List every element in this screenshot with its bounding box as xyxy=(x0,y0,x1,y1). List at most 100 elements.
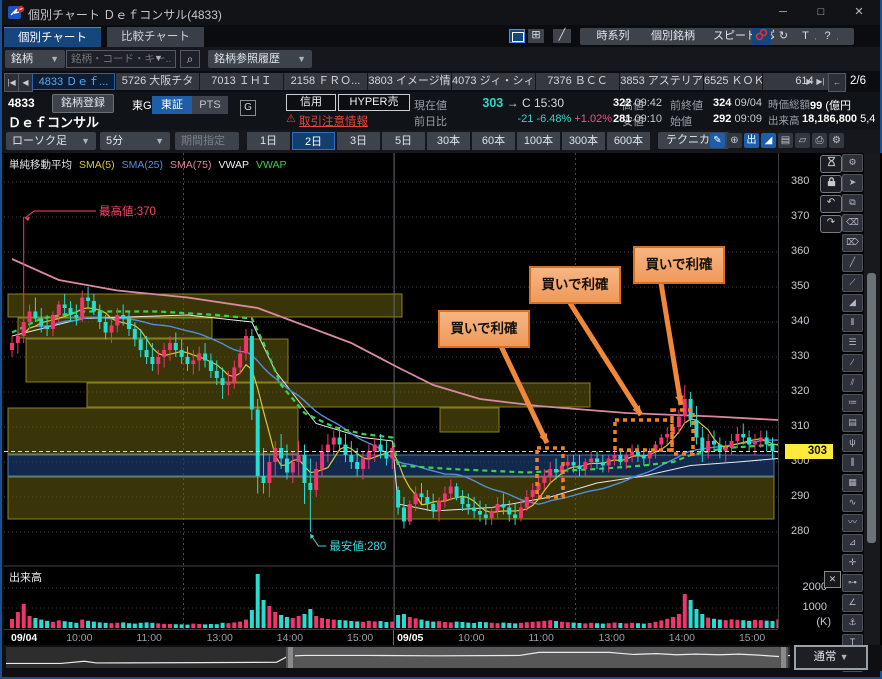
symbol-search-input[interactable] xyxy=(66,50,176,68)
ticker-last-button[interactable]: ▶| xyxy=(816,77,825,86)
ticker-tab-3803[interactable]: 3803 イメージ情 xyxy=(368,73,452,90)
eraser-icon[interactable]: ⌫ xyxy=(842,214,863,232)
draw-line-icon[interactable]: ╱ xyxy=(553,29,571,43)
ticker-tab-614[interactable]: 614 xyxy=(763,73,847,90)
area-chart-icon[interactable]: ◢ xyxy=(761,133,776,148)
time-axis: 09/04 10:00 11:00 13:00 14:00 15:00 09/05 10:00… xyxy=(4,629,778,646)
period-300本[interactable]: 300本 xyxy=(562,132,605,150)
period-30本[interactable]: 30本 xyxy=(427,132,470,150)
ticker-tab-4833[interactable]: 4833 Ｄｅｆ... xyxy=(32,73,115,90)
trend-line-icon[interactable]: ╱ xyxy=(842,254,863,272)
grid-pane-icon[interactable]: ⊞ xyxy=(528,29,544,43)
margin-button[interactable]: 信用 xyxy=(286,94,336,111)
chart-type-dropdown[interactable]: ローソク足 ▼ xyxy=(6,132,96,150)
maximize-button[interactable]: □ xyxy=(817,6,825,18)
range-dropdown[interactable]: 期間指定▼ xyxy=(175,132,239,164)
redo-icon[interactable]: ↷ xyxy=(820,215,842,233)
printer-icon[interactable]: ⎙ xyxy=(812,133,827,148)
price-chart[interactable]: 最高値:370 最安値:280 xyxy=(4,153,778,629)
header-button-0[interactable]: 時系列 xyxy=(580,28,646,45)
fan-line-icon[interactable]: ◢ xyxy=(842,294,863,312)
undo-icon[interactable]: ↶ xyxy=(820,195,842,213)
fibonacci-icon[interactable]: ≔ xyxy=(842,394,863,412)
ticker-tab-2158[interactable]: 2158 ＦＲＯ... xyxy=(284,73,368,90)
link-icon[interactable] xyxy=(752,28,771,45)
ticker-tab-7376[interactable]: 7376 ＢＣＣ xyxy=(536,73,620,90)
legend-item-0: 単純移動平均 xyxy=(9,159,72,171)
navigator-selection[interactable] xyxy=(290,647,786,668)
navigator-right-handle[interactable] xyxy=(779,647,788,668)
interval-dropdown[interactable]: 5分 ▼ xyxy=(100,132,170,150)
period-100本[interactable]: 100本 xyxy=(517,132,560,150)
ticker-first-button[interactable]: |◀ xyxy=(4,73,19,92)
input-chevron-icon[interactable]: ▼ xyxy=(154,53,163,63)
navigator-mode-dropdown[interactable]: 通常 ▼ xyxy=(794,645,868,670)
grid-pattern-icon[interactable]: ▦ xyxy=(842,474,863,492)
tab-individual-chart[interactable]: 個別チャート xyxy=(4,27,101,48)
folder-icon[interactable]: ▱ xyxy=(795,133,810,148)
wave-icon[interactable]: ∿ xyxy=(842,494,863,512)
trade-warning-link[interactable]: 取引注意情報 xyxy=(299,116,368,128)
ticker-prev-button[interactable]: ◀ xyxy=(18,73,33,92)
tab-compare-chart[interactable]: 比較チャート xyxy=(107,27,204,47)
search-icon[interactable]: ⌕ xyxy=(180,50,200,68)
vertical-lines-icon[interactable]: ⫴ xyxy=(842,314,863,332)
bars-pattern-icon[interactable]: ⫼ xyxy=(842,454,863,472)
symbol-history-dropdown[interactable]: 銘柄参照履歴 ▼ xyxy=(208,50,312,68)
refresh-icon[interactable]: ↻ xyxy=(774,28,793,45)
close-button[interactable]: ✕ xyxy=(854,6,864,18)
channel-icon[interactable]: ⊿ xyxy=(842,534,863,552)
ticker-tab-7013[interactable]: 7013 ＩＨＩ xyxy=(200,73,284,90)
ticker-tab-5726[interactable]: 5726 大阪チタ xyxy=(116,73,200,90)
draw-pencil-icon[interactable]: ✎ xyxy=(710,133,725,148)
settings-gear-icon[interactable]: ⚙ xyxy=(842,154,863,172)
period-60本[interactable]: 60本 xyxy=(472,132,515,150)
ticker-back-button[interactable]: ← xyxy=(828,73,846,92)
single-pane-icon[interactable] xyxy=(509,29,525,43)
help-icon[interactable]: ? xyxy=(818,28,837,45)
current-price-badge: 303 xyxy=(785,443,833,459)
ticker-tab-3853[interactable]: 3853 アステリア xyxy=(620,73,704,90)
diagonal-line-icon[interactable]: ∕ xyxy=(842,354,863,372)
angle-icon[interactable]: ∠ xyxy=(842,594,863,612)
period-3日[interactable]: 3日 xyxy=(337,132,380,150)
lock-icon[interactable] xyxy=(820,175,842,193)
crosshair-icon[interactable]: ✛ xyxy=(842,554,863,572)
register-symbol-button[interactable]: 銘柄登録 xyxy=(52,94,114,113)
ticker-tab-4073[interactable]: 4073 ジィ・シィ... xyxy=(452,73,536,90)
horizontal-lines-icon[interactable]: ☰ xyxy=(842,334,863,352)
period-1日[interactable]: 1日 xyxy=(247,132,290,150)
eraser-all-icon[interactable]: ⌦ xyxy=(842,234,863,252)
clipboard-icon[interactable]: ▤ xyxy=(778,133,793,148)
minimize-button[interactable]: ─ xyxy=(779,6,787,18)
anchor-icon[interactable]: ⚓ xyxy=(842,614,863,632)
symbol-category-dropdown[interactable]: 銘柄 ▼ xyxy=(5,50,65,68)
ticker-tab-6525[interactable]: 6525 ＫＯＫ... xyxy=(704,73,763,90)
zigzag-icon[interactable]: 〰 xyxy=(842,514,863,532)
ray-line-icon[interactable]: ⟋ xyxy=(842,274,863,292)
auto-scale-icon[interactable] xyxy=(820,155,842,173)
pitchfork-icon[interactable]: ψ xyxy=(842,434,863,452)
duplicate-icon[interactable]: ⧉ xyxy=(842,194,863,212)
header-button-1[interactable]: 個別銘柄 xyxy=(634,28,712,45)
navigator-left-handle[interactable] xyxy=(286,647,295,668)
scrollbar-thumb[interactable] xyxy=(867,273,876,543)
connector-icon[interactable]: ⊶ xyxy=(842,574,863,592)
zoom-magnifier-icon[interactable]: ⊕ xyxy=(727,133,742,148)
navigator-track[interactable] xyxy=(6,647,790,668)
period-600本[interactable]: 600本 xyxy=(607,132,650,150)
period-2日[interactable]: 2日 xyxy=(292,132,335,150)
note-icon[interactable]: ▤ xyxy=(842,414,863,432)
settings-gear-icon[interactable]: ⚙ xyxy=(829,133,844,148)
cursor-icon[interactable]: ➤ xyxy=(842,174,863,192)
text-size-icon[interactable]: T xyxy=(796,28,815,45)
exchange-toggle-tse[interactable]: 東証 xyxy=(152,96,192,114)
hyper-sell-button[interactable]: HYPER売 xyxy=(338,94,410,111)
volume-close-icon[interactable]: ✕ xyxy=(824,571,841,588)
period-5日[interactable]: 5日 xyxy=(382,132,425,150)
popout-icon[interactable]: 出 xyxy=(744,133,759,148)
ticker-next-button[interactable]: ▶ xyxy=(806,77,813,86)
parallel-lines-icon[interactable]: ⫽ xyxy=(842,374,863,392)
exchange-toggle-pts[interactable]: PTS xyxy=(192,96,228,114)
chart-scrollbar[interactable] xyxy=(864,153,880,645)
